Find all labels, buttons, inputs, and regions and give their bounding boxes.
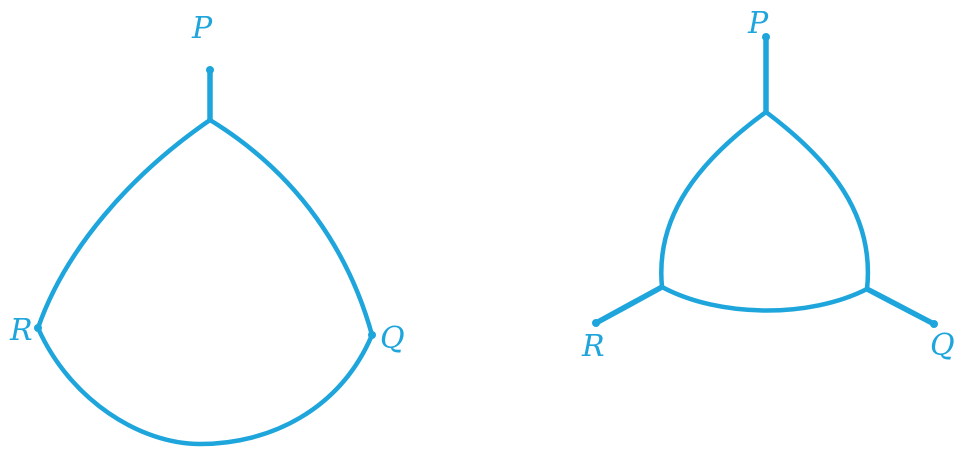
left-label-q: Q (380, 321, 405, 356)
diagram-right: P R Q (581, 6, 955, 364)
right-curve-p-r-vertex (659, 109, 769, 290)
right-endpoint-q (930, 320, 938, 328)
right-endpoint-p (762, 33, 770, 41)
right-endpoint-r (592, 319, 600, 327)
right-external-line-q (864, 286, 937, 327)
diagram-left: P R Q (9, 11, 405, 447)
left-curve-r-q (35, 325, 375, 447)
right-external-line-r (593, 284, 665, 326)
right-label-q: Q (930, 328, 955, 363)
left-endpoint-r (34, 324, 42, 332)
left-curve-p-r (35, 117, 213, 331)
left-curve-p-q (207, 117, 375, 338)
left-endpoint-q (368, 331, 376, 339)
right-curve-r-q-vertex (659, 284, 870, 313)
left-label-p: P (191, 11, 213, 46)
right-label-p: P (747, 6, 769, 41)
right-curve-p-q-vertex (763, 109, 871, 292)
left-endpoint-p (206, 66, 214, 74)
right-label-r: R (581, 329, 605, 364)
left-label-r: R (9, 313, 33, 348)
